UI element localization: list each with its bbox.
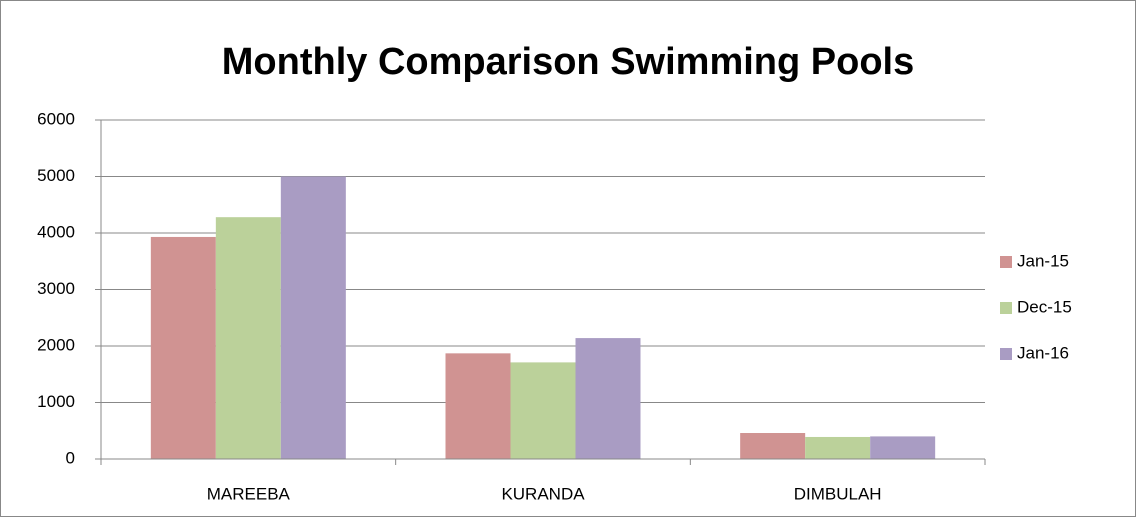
legend-label: Jan-16	[1017, 343, 1069, 362]
bar	[805, 436, 871, 459]
bar	[740, 433, 806, 459]
bar	[575, 338, 641, 459]
chart-title: Monthly Comparison Swimming Pools	[222, 41, 914, 83]
bar	[150, 236, 216, 459]
bar	[870, 436, 936, 459]
bar	[445, 353, 511, 459]
y-tick-label: 4000	[37, 222, 75, 241]
legend-label: Jan-15	[1017, 251, 1069, 270]
y-tick-label: 2000	[37, 335, 75, 354]
bar	[215, 217, 281, 459]
x-tick-label: MAREEBA	[207, 484, 291, 503]
legend-swatch	[1000, 256, 1012, 268]
x-tick-label: DIMBULAH	[794, 484, 882, 503]
legend-swatch	[1000, 302, 1012, 314]
y-tick-label: 5000	[37, 166, 75, 185]
y-tick-label: 6000	[37, 109, 75, 128]
bar	[280, 176, 346, 459]
y-tick-label: 3000	[37, 279, 75, 298]
y-tick-label: 1000	[37, 392, 75, 411]
y-tick-label: 0	[66, 448, 75, 467]
legend-label: Dec-15	[1017, 297, 1072, 316]
legend-swatch	[1000, 348, 1012, 360]
x-tick-label: KURANDA	[501, 484, 585, 503]
bar	[510, 362, 576, 459]
